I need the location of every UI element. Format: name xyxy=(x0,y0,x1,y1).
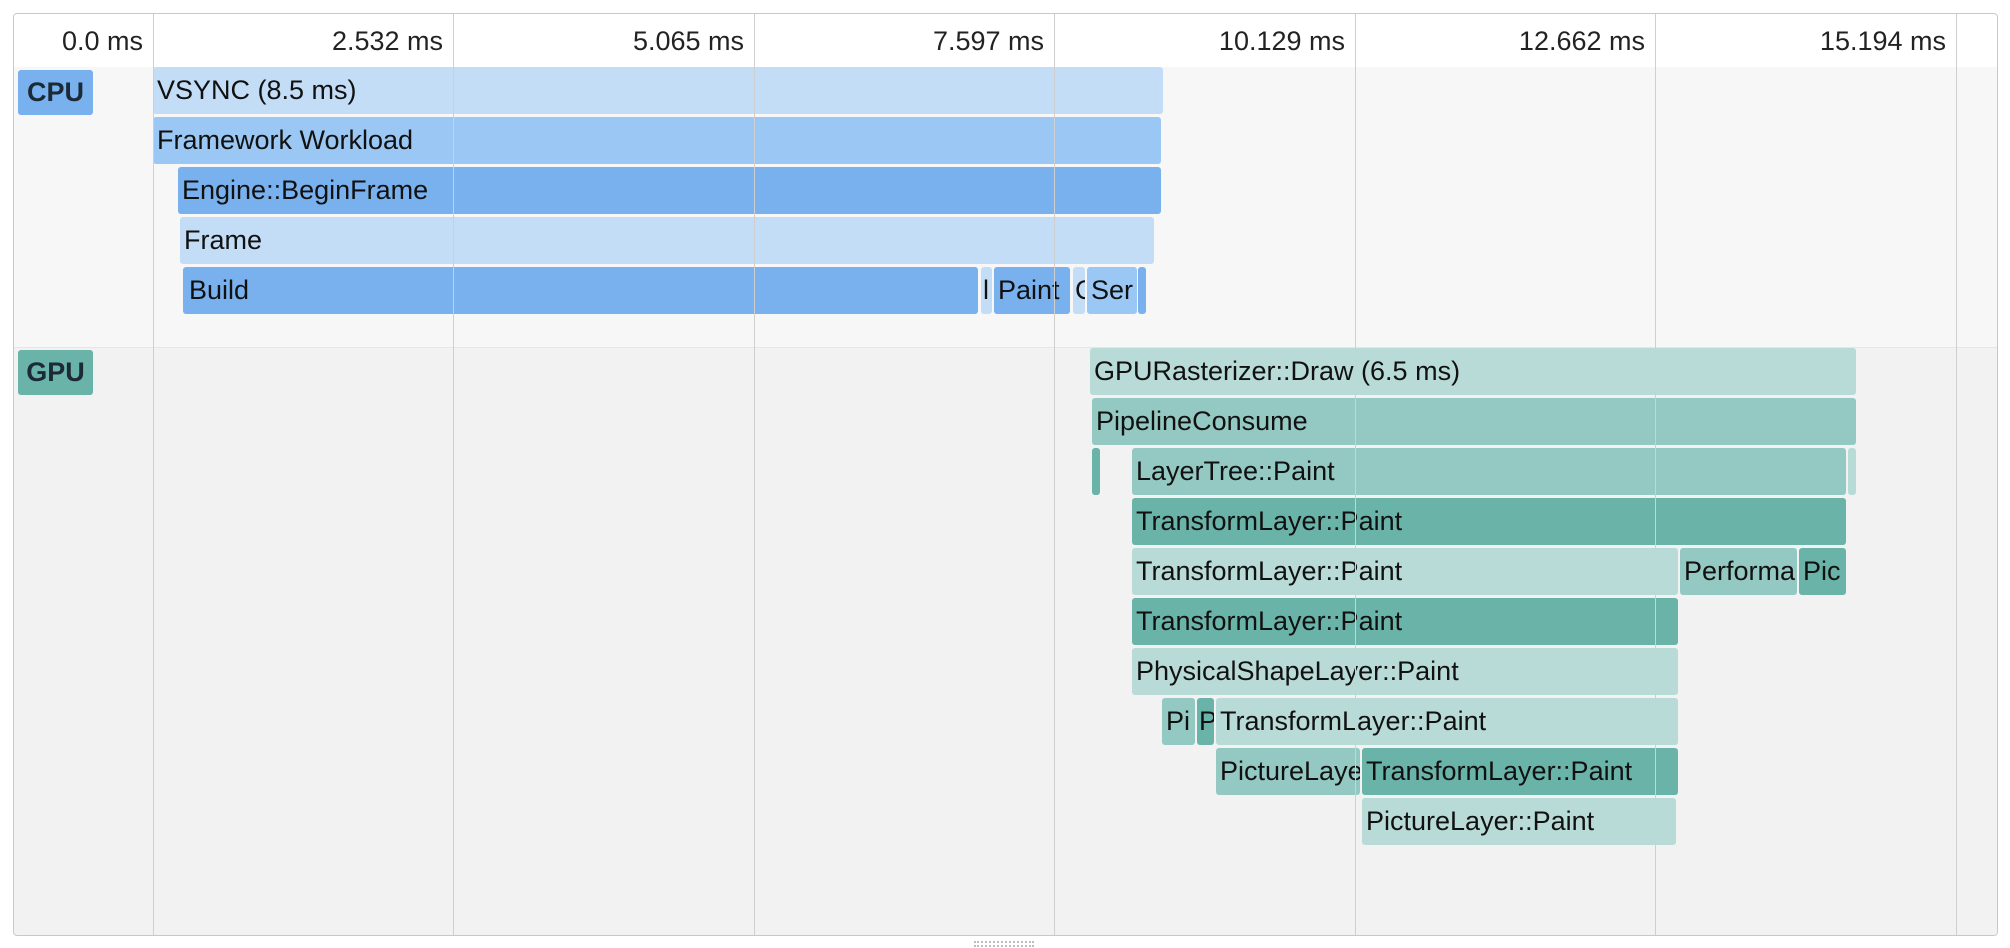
event-transform-layer-paint[interactable]: TransformLayer::Paint xyxy=(1362,748,1678,795)
event-picture-layer-paint[interactable]: PictureLayer::Paint xyxy=(1362,798,1676,845)
event-picture-layer[interactable]: Pi xyxy=(1162,698,1195,745)
tick-label: 0.0 ms xyxy=(61,26,143,56)
event-framework-workload[interactable]: Framework Workload xyxy=(153,117,1161,164)
event-transform-layer-paint[interactable]: TransformLayer::Paint xyxy=(1132,598,1678,645)
timeline-chart[interactable]: 0.0 ms 2.532 ms 5.065 ms 7.597 ms 10.129… xyxy=(13,13,1998,936)
event-layout[interactable]: l xyxy=(981,267,992,314)
event-frame[interactable]: Frame xyxy=(180,217,1154,264)
event-serialize[interactable]: Ser xyxy=(1087,267,1137,314)
cpu-lane: CPU VSYNC (8.5 ms) Framework Workload En… xyxy=(14,67,1997,347)
event-picture-layer[interactable]: P xyxy=(1197,698,1214,745)
tick-label: 2.532 ms xyxy=(331,26,443,56)
tick-label: 12.662 ms xyxy=(1518,26,1645,56)
event-transform-layer-paint[interactable]: TransformLayer::Paint xyxy=(1132,498,1846,545)
event-paint[interactable]: Paint xyxy=(994,267,1070,314)
event-build[interactable]: Build xyxy=(183,267,978,314)
event-vsync[interactable]: VSYNC (8.5 ms) xyxy=(153,67,1163,114)
gpu-lane: GPU GPURasterizer::Draw (6.5 ms) Pipelin… xyxy=(14,347,1997,935)
tick-label: 15.194 ms xyxy=(1819,26,1946,56)
event-pipeline-consume[interactable]: PipelineConsume xyxy=(1092,398,1856,445)
event-tiny[interactable] xyxy=(1092,448,1100,495)
event-compositing[interactable]: C xyxy=(1073,267,1085,314)
event-gpu-rasterizer-draw[interactable]: GPURasterizer::Draw (6.5 ms) xyxy=(1090,348,1856,395)
event-transform-layer-paint[interactable]: TransformLayer::Paint xyxy=(1132,548,1678,595)
gpu-lane-label: GPU xyxy=(18,350,93,395)
tick-label: 7.597 ms xyxy=(932,26,1044,56)
event-engine-begin-frame[interactable]: Engine::BeginFrame xyxy=(178,167,1161,214)
event-physical-shape-layer-paint[interactable]: PhysicalShapeLayer::Paint xyxy=(1132,648,1678,695)
time-ruler: 0.0 ms 2.532 ms 5.065 ms 7.597 ms 10.129… xyxy=(14,14,1997,67)
tick-label: 5.065 ms xyxy=(632,26,744,56)
event-picture-layer[interactable]: PictureLaye xyxy=(1216,748,1360,795)
tick-label: 10.129 ms xyxy=(1218,26,1345,56)
cpu-lane-label: CPU xyxy=(18,70,93,115)
event-tiny[interactable] xyxy=(1138,267,1146,314)
event-layer-tree-paint[interactable]: LayerTree::Paint xyxy=(1132,448,1846,495)
event-performance-overlay[interactable]: Performa xyxy=(1680,548,1797,595)
resize-handle[interactable] xyxy=(974,941,1034,947)
event-picture-layer[interactable]: Pic xyxy=(1799,548,1846,595)
event-transform-layer-paint[interactable]: TransformLayer::Paint xyxy=(1216,698,1678,745)
event-tiny[interactable] xyxy=(1848,448,1856,495)
